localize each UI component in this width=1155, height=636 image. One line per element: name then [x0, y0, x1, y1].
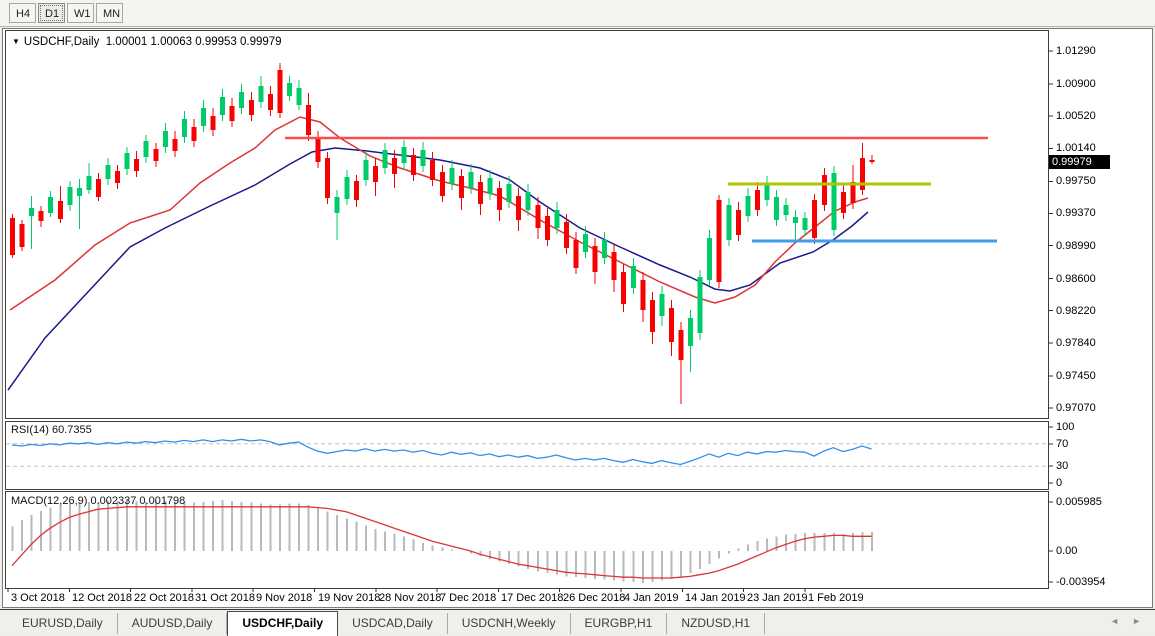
timeframe-h4-button[interactable]: H4 — [9, 3, 36, 23]
price-axis-label: 1.00140 — [1056, 142, 1096, 154]
tab-usdchf-daily[interactable]: USDCHF,Daily — [227, 611, 339, 636]
main-panel[interactable] — [5, 30, 1049, 419]
date-axis-label: 14 Jan 2019 — [685, 592, 746, 604]
date-axis-label: 28 Nov 2018 — [379, 592, 442, 604]
price-axis-label: 0.99750 — [1056, 175, 1096, 187]
date-axis-label: 26 Dec 2018 — [563, 592, 626, 604]
candlestick-layer[interactable] — [10, 63, 875, 404]
macd-label: MACD(12,26,9) 0.002337 0.001798 — [11, 495, 186, 507]
price-axis-label: 1.00900 — [1056, 78, 1096, 90]
tab-scroll-right-icon[interactable]: ► — [1132, 616, 1141, 626]
timeframe-w1-button[interactable]: W1 — [67, 3, 94, 23]
tab-nzdusd-h1[interactable]: NZDUSD,H1 — [667, 613, 766, 634]
date-axis-label: 4 Jan 2019 — [624, 592, 679, 604]
timeframe-toolbar: H4 D1 W1 MN — [0, 0, 1155, 27]
axis-ticks — [7, 50, 1053, 592]
timeframe-mn-button[interactable]: MN — [96, 3, 123, 23]
date-axis-label: 1 Feb 2019 — [808, 592, 864, 604]
price-axis-label: 0.99370 — [1056, 207, 1096, 219]
current-price-tag: 0.99979 — [1049, 155, 1110, 169]
date-axis-label: 3 Oct 2018 — [11, 592, 65, 604]
chart-tab-bar: EURUSD,Daily AUDUSD,Daily USDCHF,Daily U… — [0, 609, 1155, 636]
date-axis-label: 22 Oct 2018 — [134, 592, 194, 604]
tab-eurgbp-h1[interactable]: EURGBP,H1 — [571, 613, 668, 634]
price-axis-label: 0.98990 — [1056, 240, 1096, 252]
tab-usdcad-daily[interactable]: USDCAD,Daily — [338, 613, 448, 634]
price-axis-label: 0.97450 — [1056, 370, 1096, 382]
date-axis-label: 31 Oct 2018 — [195, 592, 255, 604]
date-axis-label: 17 Dec 2018 — [501, 592, 564, 604]
tab-usdcnh-weekly[interactable]: USDCNH,Weekly — [448, 613, 571, 634]
price-axis-label: 1.01290 — [1056, 45, 1096, 57]
rsi-axis-label: 70 — [1056, 438, 1069, 450]
price-axis-label: 1.00520 — [1056, 110, 1096, 122]
macd-axis-label: 0.00 — [1056, 545, 1078, 557]
chart-ohlc-values: 1.00001 1.00063 0.99953 0.99979 — [105, 36, 282, 48]
tab-eurusd-daily[interactable]: EURUSD,Daily — [8, 613, 118, 634]
macd-panel[interactable] — [5, 491, 1049, 589]
date-axis-label: 12 Oct 2018 — [72, 592, 132, 604]
price-axis-label: 0.97840 — [1056, 337, 1096, 349]
chart-title: ▼ USDCHF,Daily 1.00001 1.00063 0.99953 0.… — [12, 36, 282, 48]
rsi-axis-label: 30 — [1056, 460, 1069, 472]
rsi-line — [11, 438, 872, 466]
rsi-axis-label: 0 — [1056, 477, 1063, 489]
tab-audusd-daily[interactable]: AUDUSD,Daily — [118, 613, 228, 634]
rsi-axis-label: 100 — [1056, 421, 1075, 433]
rsi-label: RSI(14) 60.7355 — [11, 424, 92, 436]
price-axis-label: 0.98600 — [1056, 273, 1096, 285]
symbol-dropdown-icon[interactable]: ▼ — [12, 37, 20, 46]
chart-symbol-label: USDCHF,Daily — [23, 36, 100, 48]
price-axis-label: 0.97070 — [1056, 402, 1096, 414]
tab-scroll-left-icon[interactable]: ◄ — [1110, 616, 1119, 626]
date-axis-label: 7 Dec 2018 — [440, 592, 497, 604]
timeframe-d1-button[interactable]: D1 — [38, 3, 65, 23]
macd-axis-label: 0.005985 — [1056, 496, 1102, 508]
macd-axis-label: -0.003954 — [1056, 576, 1106, 588]
macd-signal-line — [11, 506, 872, 579]
date-axis-label: 9 Nov 2018 — [256, 592, 313, 604]
price-axis-label: 0.98220 — [1056, 305, 1096, 317]
date-axis-label: 19 Nov 2018 — [318, 592, 381, 604]
date-axis-label: 23 Jan 2019 — [747, 592, 808, 604]
